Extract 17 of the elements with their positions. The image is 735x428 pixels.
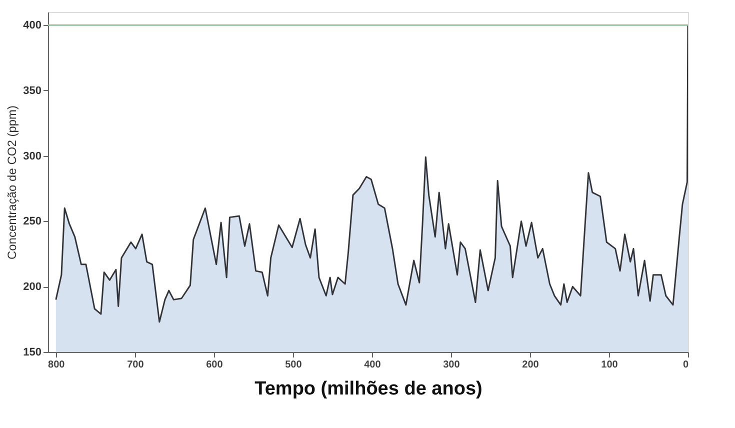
y-tick-label: 250 (23, 216, 42, 228)
x-tick-label: 700 (127, 360, 144, 370)
x-tick-label: 600 (206, 360, 224, 370)
y-tick-label: 150 (23, 346, 42, 358)
y-tick-label: 300 (23, 150, 42, 162)
x-tick-label: 200 (522, 360, 540, 370)
x-tick-label: 300 (443, 360, 460, 370)
x-tick-label: 800 (48, 360, 66, 370)
y-tick-label: 350 (23, 84, 42, 97)
y-tick-label: 400 (23, 20, 42, 32)
y-axis-title: Concentração de CO2 (ppm) (5, 105, 20, 260)
x-tick-label: 100 (601, 360, 618, 370)
x-tick-label: 400 (364, 360, 382, 370)
x-axis-title: Tempo (milhões de anos) (254, 378, 482, 400)
y-tick-label: 200 (23, 281, 42, 294)
x-tick-label: 0 (682, 360, 689, 370)
x-tick-label: 500 (285, 360, 302, 370)
